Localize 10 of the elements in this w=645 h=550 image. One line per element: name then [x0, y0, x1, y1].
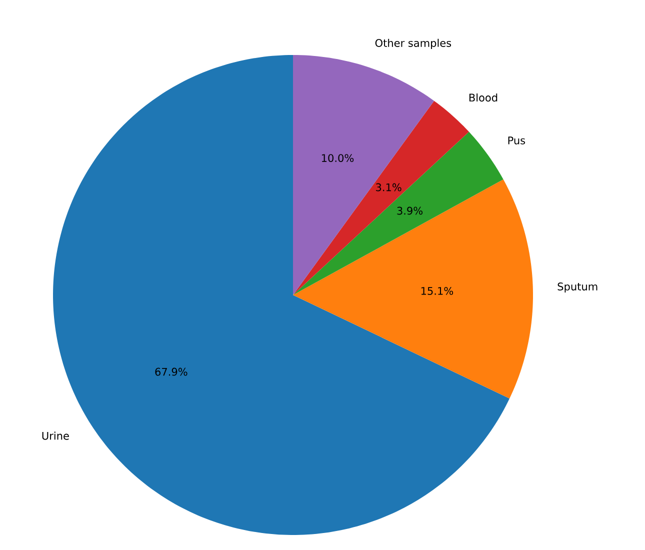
- slice-label: Blood: [469, 93, 498, 102]
- data-label: 10.0%: [322, 154, 354, 162]
- slice-label: Pus: [508, 136, 526, 144]
- data-label: 67.9%: [155, 368, 188, 376]
- slice-label: Other samples: [375, 38, 452, 50]
- data-label: 3.1%: [376, 183, 402, 192]
- slice-label: Sputum: [558, 282, 598, 293]
- slice-label: Urine: [42, 432, 69, 440]
- data-label: 15.1%: [421, 286, 454, 295]
- data-label: 3.9%: [397, 206, 423, 215]
